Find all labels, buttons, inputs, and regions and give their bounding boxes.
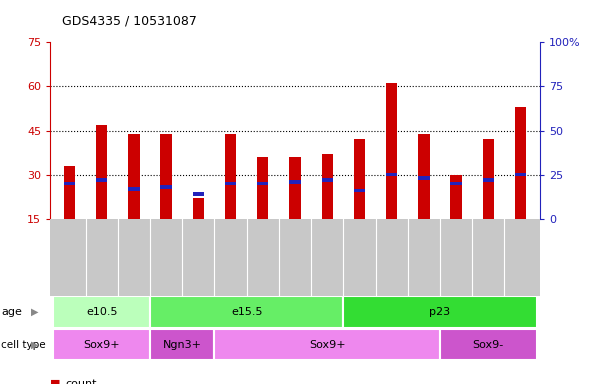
Text: e15.5: e15.5: [231, 307, 263, 317]
Text: Sox9+: Sox9+: [309, 339, 346, 350]
Bar: [440, 329, 537, 360]
Bar: [160, 134, 172, 219]
Bar: [257, 157, 268, 219]
Bar: [96, 178, 107, 182]
Bar: [64, 166, 75, 219]
Bar: [515, 173, 526, 177]
Bar: [193, 192, 204, 196]
Bar: [515, 107, 526, 219]
Bar: [64, 182, 75, 185]
Bar: [418, 134, 430, 219]
Text: Ngn3+: Ngn3+: [163, 339, 202, 350]
Text: age: age: [1, 307, 22, 317]
Text: Sox9+: Sox9+: [83, 339, 120, 350]
Bar: [150, 329, 214, 360]
Bar: [53, 296, 150, 328]
Bar: [322, 154, 333, 219]
Text: Sox9-: Sox9-: [473, 339, 504, 350]
Text: e10.5: e10.5: [86, 307, 117, 317]
Text: count: count: [65, 379, 96, 384]
Bar: [128, 134, 140, 219]
Bar: [225, 134, 236, 219]
Bar: [214, 329, 440, 360]
Bar: [418, 177, 430, 180]
Bar: [354, 139, 365, 219]
Bar: [160, 185, 172, 189]
Bar: [150, 296, 343, 328]
Text: p23: p23: [430, 307, 451, 317]
Bar: [289, 157, 301, 219]
Bar: [354, 189, 365, 192]
Bar: [322, 178, 333, 182]
Bar: [289, 180, 301, 184]
Bar: [343, 296, 537, 328]
Bar: [483, 139, 494, 219]
Text: ▶: ▶: [31, 307, 38, 317]
Text: ■: ■: [50, 379, 61, 384]
Bar: [53, 329, 150, 360]
Bar: [128, 187, 140, 190]
Bar: [450, 182, 462, 185]
Bar: [193, 198, 204, 219]
Bar: [483, 178, 494, 182]
Text: GDS4335 / 10531087: GDS4335 / 10531087: [62, 15, 197, 28]
Bar: [386, 83, 397, 219]
Bar: [225, 182, 236, 185]
Bar: [257, 182, 268, 185]
Bar: [96, 125, 107, 219]
Bar: [386, 173, 397, 177]
Text: ▶: ▶: [31, 340, 38, 350]
Text: cell type: cell type: [1, 340, 46, 350]
Bar: [450, 175, 462, 219]
